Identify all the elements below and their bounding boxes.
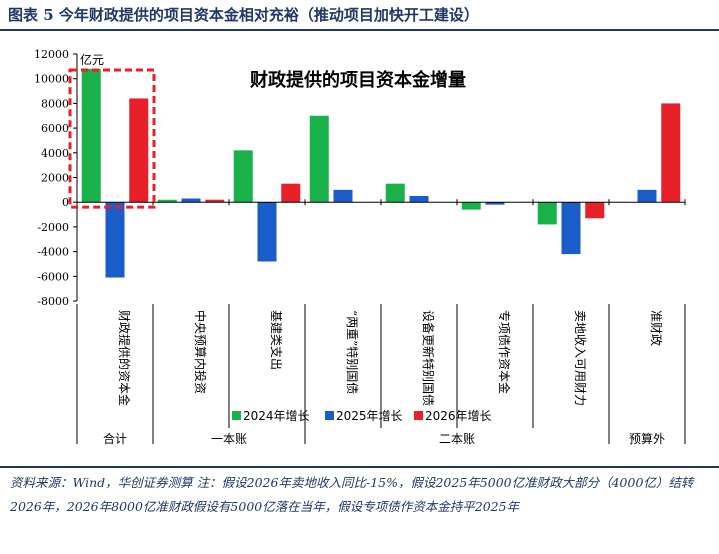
y-tick-label: -8000 — [37, 295, 69, 308]
bar-0-6 — [537, 202, 557, 225]
category-label: “两重”特别国债 — [345, 310, 360, 394]
source-note: 资料来源：Wind，华创证券测算 注：假设2026年卖地收入同比-15%，假设2… — [10, 475, 694, 514]
category-label: 卖地收入可用财力 — [573, 310, 587, 406]
bar-2-7 — [661, 103, 681, 203]
bar-1-4 — [409, 196, 429, 203]
bar-1-2 — [257, 202, 277, 262]
bar-2-0 — [129, 98, 149, 203]
legend-label: 2026年增长 — [425, 409, 492, 423]
bar-2-2 — [281, 183, 301, 203]
category-label: 中央预算内投资 — [193, 310, 208, 394]
y-tick-label: 4000 — [41, 147, 69, 160]
bar-chart: -8000 -6000 -4000 -2000 0 2000 4000 6000 8000 100… — [34, 48, 686, 446]
bar-1-0 — [105, 202, 125, 278]
source-note-block: 资料来源：Wind，华创证券测算 注：假设2026年卖地收入同比-15%，假设2… — [0, 466, 719, 552]
y-tick-label: -4000 — [37, 246, 69, 259]
bar-1-7 — [637, 189, 657, 203]
legend-swatch — [232, 411, 241, 420]
category-label: 设备更新特别国债 — [421, 310, 436, 406]
bar-1-6 — [561, 202, 581, 255]
y-tick-label: 0 — [62, 196, 69, 209]
category-label: 准财政 — [649, 310, 663, 346]
group-label: 预算外 — [629, 431, 665, 446]
bar-0-0 — [81, 68, 101, 203]
legend-label: 2025年增长 — [336, 409, 403, 423]
category-label: 财政提供的资本金 — [117, 310, 132, 406]
bar-0-5 — [461, 202, 481, 210]
bar-1-5 — [485, 202, 505, 205]
group-label: 二本账 — [439, 432, 475, 446]
group-label: 一本账 — [211, 432, 247, 446]
y-tick-label: 8000 — [41, 97, 69, 110]
legend-label: 2024年增长 — [243, 409, 310, 423]
bar-1-1 — [181, 198, 201, 203]
figure-caption: 图表 5 今年财政提供的项目资本金相对充裕（推动项目加快开工建设） — [8, 6, 479, 24]
bar-1-3 — [333, 189, 353, 203]
footer-rule — [0, 466, 719, 468]
group-label: 合计 — [103, 431, 127, 446]
y-tick-label: 12000 — [34, 48, 69, 61]
legend-swatch — [414, 411, 423, 420]
y-tick-label: 6000 — [41, 122, 69, 135]
figure-header: 图表 5 今年财政提供的项目资本金相对充裕（推动项目加快开工建设） — [0, 0, 719, 34]
legend-swatch — [325, 411, 334, 420]
bar-2-6 — [585, 202, 605, 219]
y-tick-label: 10000 — [34, 73, 69, 86]
category-label: 基建类支出 — [269, 310, 283, 370]
header-rule — [0, 29, 719, 31]
y-tick-label: 2000 — [41, 172, 69, 185]
y-tick-label: -6000 — [37, 270, 69, 283]
bar-0-1 — [157, 199, 177, 203]
bar-0-4 — [385, 183, 405, 203]
chart-title: 财政提供的项目资本金增量 — [250, 69, 466, 91]
y-axis-unit: 亿元 — [80, 52, 104, 67]
bar-2-1 — [205, 199, 225, 203]
bar-0-2 — [233, 150, 253, 203]
bar-0-3 — [309, 115, 329, 203]
y-tick-label: -2000 — [37, 221, 69, 234]
category-label: 专项债作资本金 — [497, 310, 512, 394]
